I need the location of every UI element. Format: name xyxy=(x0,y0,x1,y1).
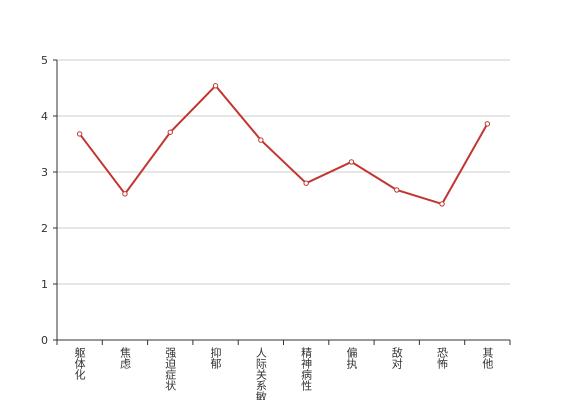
y-tick-label: 3 xyxy=(41,166,48,179)
y-tick-label: 4 xyxy=(41,110,48,123)
x-tick-label: 躯体化 xyxy=(73,347,86,381)
x-tick-label: 恐怖 xyxy=(436,347,449,369)
x-tick-label: 强迫症状 xyxy=(164,347,177,391)
x-tick-label: 敌对 xyxy=(390,346,403,369)
point xyxy=(167,129,173,135)
point xyxy=(76,131,83,137)
y-tick-label: 0 xyxy=(41,334,48,347)
point xyxy=(303,180,309,186)
series-line xyxy=(78,84,489,206)
point xyxy=(439,201,445,207)
x-tick-label: 抑郁 xyxy=(209,346,222,369)
x-tick-label: 焦虑 xyxy=(118,347,131,369)
point xyxy=(212,83,219,89)
point xyxy=(348,159,355,165)
x-tick-label: 精神病性 xyxy=(300,347,313,392)
point xyxy=(122,191,128,197)
y-tick-label: 5 xyxy=(41,54,48,67)
point xyxy=(484,121,491,127)
x-tick-label: 偏执 xyxy=(345,346,358,370)
x-tick-label: 其他 xyxy=(481,347,494,369)
y-tick-label: 1 xyxy=(41,278,48,291)
point xyxy=(258,137,264,143)
x-tick-label: 人际关系敏感 xyxy=(254,347,267,400)
point xyxy=(394,187,400,193)
y-tick-label: 2 xyxy=(41,222,48,235)
